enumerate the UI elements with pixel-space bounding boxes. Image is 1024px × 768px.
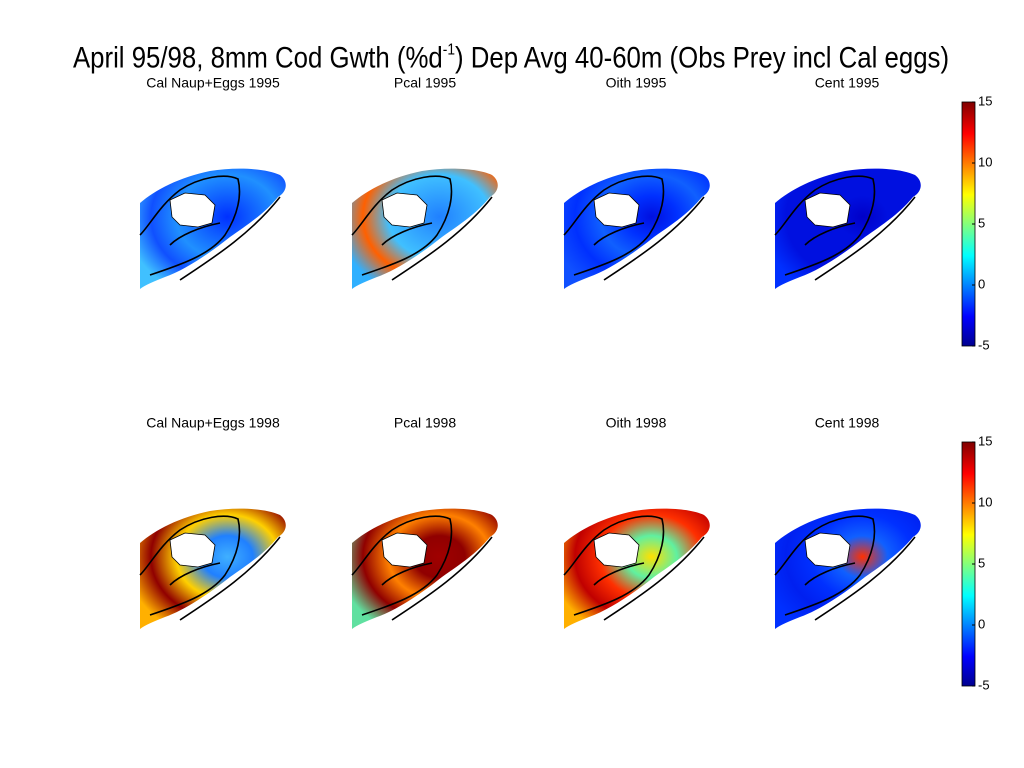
island — [593, 192, 640, 228]
map — [139, 508, 286, 629]
contour — [351, 515, 453, 616]
contour — [603, 196, 705, 281]
island — [381, 192, 428, 228]
contour — [179, 536, 281, 621]
contour — [814, 196, 916, 281]
figure-title: April 95/98, 8mm Cod Gwth (%d-1) Dep Avg… — [73, 40, 949, 74]
island — [593, 532, 640, 568]
colorbar-tick-label: -5 — [978, 677, 990, 692]
island — [381, 532, 428, 568]
panel-title: Oith 1998 — [606, 415, 667, 431]
map — [139, 168, 286, 289]
island — [804, 192, 851, 228]
map — [351, 508, 498, 629]
map — [774, 168, 921, 289]
colorbar-tick-label: 5 — [978, 555, 985, 570]
colorbar-tick-label: -5 — [978, 337, 990, 352]
contour — [774, 175, 876, 276]
title-superscript: -1 — [443, 40, 455, 58]
title-text: April 95/98, 8mm Cod Gwth (%d — [73, 41, 443, 74]
panel-title: Cal Naup+Eggs 1995 — [146, 75, 280, 91]
contour — [603, 536, 705, 621]
colorbar-tick-label: 5 — [978, 215, 985, 230]
colorbar-tick-label: 0 — [978, 276, 985, 291]
map — [563, 168, 710, 289]
contour — [351, 175, 453, 276]
colorbar-tick-label: 15 — [978, 433, 992, 448]
contour — [391, 536, 493, 621]
colorbar-tick-label: 10 — [978, 494, 992, 509]
contour — [563, 175, 665, 276]
contour — [139, 175, 241, 276]
colorbar-tick-label: 15 — [978, 93, 992, 108]
contour — [391, 196, 493, 281]
panel-title: Cal Naup+Eggs 1998 — [146, 415, 280, 431]
map — [351, 168, 498, 289]
contour — [179, 196, 281, 281]
island — [804, 532, 851, 568]
colorbar-tick-label: 10 — [978, 154, 992, 169]
panel-title: Pcal 1995 — [394, 75, 456, 91]
contour — [774, 515, 876, 616]
title-text: ) Dep Avg 40-60m (Obs Prey incl Cal eggs… — [455, 41, 949, 74]
panel-title: Pcal 1998 — [394, 415, 456, 431]
map — [563, 508, 710, 629]
colorbar-tick-label: 0 — [978, 616, 985, 631]
panel-title: Oith 1995 — [606, 75, 667, 91]
island — [169, 192, 216, 228]
panel-title: Cent 1995 — [815, 75, 880, 91]
contour — [139, 515, 241, 616]
contour — [814, 536, 916, 621]
island — [169, 532, 216, 568]
map — [774, 508, 921, 629]
contour — [563, 515, 665, 616]
panel-title: Cent 1998 — [815, 415, 880, 431]
